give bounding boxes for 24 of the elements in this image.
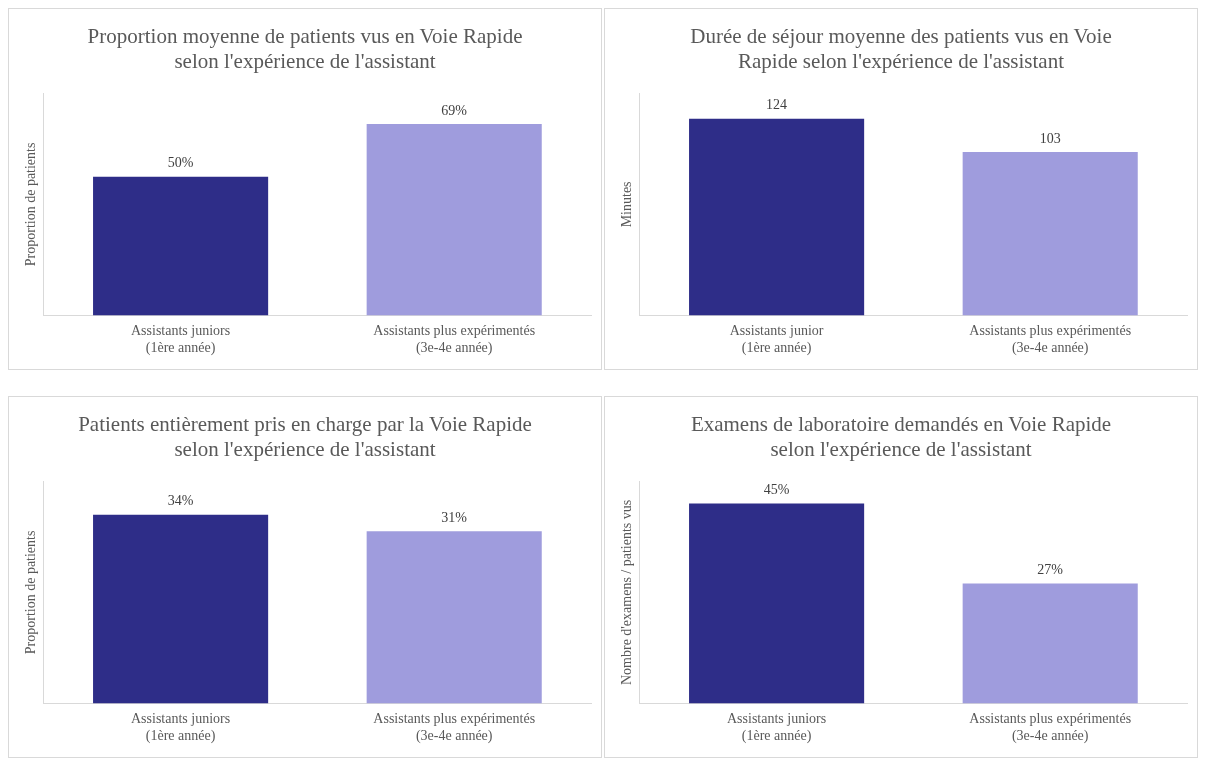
data-label: 31% [441, 510, 468, 526]
y-axis-title: Proportion de patients [23, 530, 39, 655]
chart-title: Durée de séjour moyenne des patients vus en Voie Rapide selon l'expérience de l'assistant [690, 24, 1112, 74]
y-axis-title: Nombre d'examens / patients vus [619, 499, 635, 686]
x-tick-label: Assistants juniors (1ère année) [131, 323, 231, 357]
data-label: 45% [763, 482, 790, 498]
chart-title: Proportion moyenne de patients vus en Voie Rapide selon l'expérience de l'assistant [87, 24, 523, 74]
data-label: 103 [1039, 130, 1061, 146]
x-tick-label: Assistants plus expérimentés (3e-4e année) [373, 323, 536, 357]
x-tick-label: Assistants juniors (1ère année) [131, 711, 231, 745]
y-axis-title: Proportion de patients [23, 142, 39, 267]
data-label: 124 [766, 97, 788, 113]
chart-title: Examens de laboratoire demandés en Voie Rapide selon l'expérience de l'assistant [690, 412, 1112, 462]
data-label: 69% [441, 102, 468, 118]
x-tick-label: Assistants junior (1ère année) [729, 323, 824, 357]
x-tick-label: Assistants plus expérimentés (3e-4e année) [969, 323, 1132, 357]
x-tick-label: Assistants plus expérimentés (3e-4e année) [969, 711, 1132, 745]
data-label: 34% [167, 493, 194, 509]
y-axis-title: Minutes [619, 181, 635, 228]
data-label: 50% [167, 155, 194, 171]
x-tick-label: Assistants plus expérimentés (3e-4e année) [373, 711, 536, 745]
chart-title: Patients entièrement pris en charge par la Voie Rapide selon l'expérience de l'assistant [78, 412, 532, 462]
data-label: 27% [1037, 562, 1064, 578]
x-tick-label: Assistants juniors (1ère année) [727, 711, 827, 745]
